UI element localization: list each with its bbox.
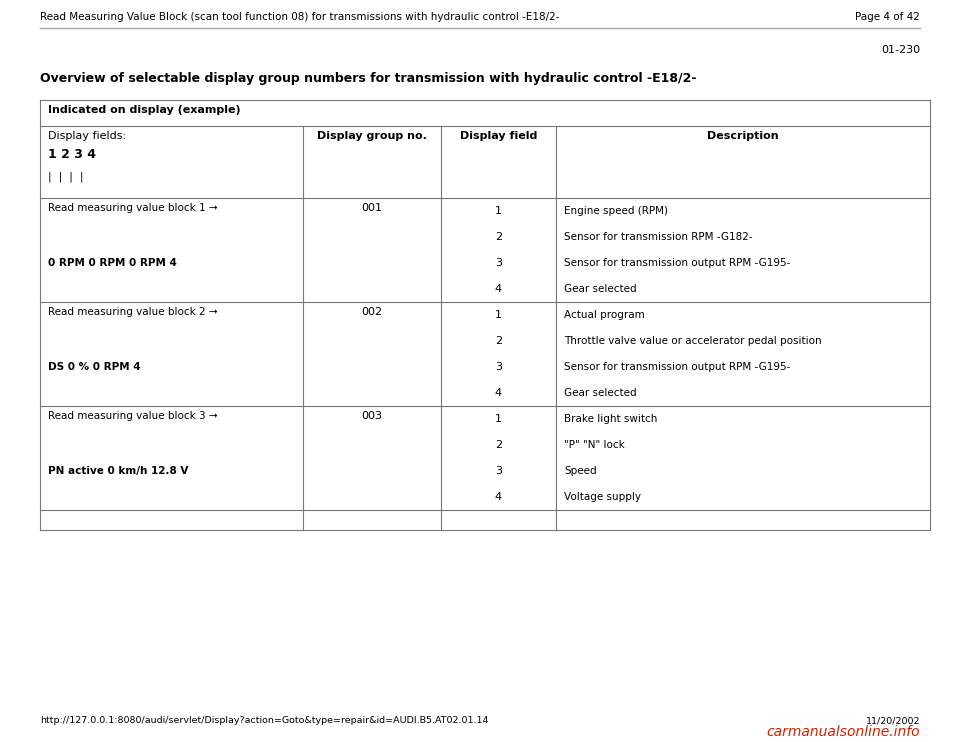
- Text: Gear selected: Gear selected: [564, 388, 636, 398]
- Text: 0 RPM 0 RPM 0 RPM 4: 0 RPM 0 RPM 0 RPM 4: [48, 258, 177, 269]
- Text: Display fields:: Display fields:: [48, 131, 126, 141]
- Text: Engine speed (RPM): Engine speed (RPM): [564, 206, 668, 216]
- Text: Description: Description: [708, 131, 779, 141]
- Text: 2: 2: [494, 440, 502, 450]
- Text: Read Measuring Value Block (scan tool function 08) for transmissions with hydrau: Read Measuring Value Block (scan tool fu…: [40, 12, 560, 22]
- Text: Indicated on display (example): Indicated on display (example): [48, 105, 241, 115]
- Text: 2: 2: [494, 336, 502, 346]
- Text: Gear selected: Gear selected: [564, 284, 636, 294]
- Text: 1: 1: [494, 310, 502, 320]
- Text: 4: 4: [494, 492, 502, 502]
- Text: Sensor for transmission RPM -G182-: Sensor for transmission RPM -G182-: [564, 232, 753, 242]
- Text: carmanualsonline.info: carmanualsonline.info: [766, 725, 920, 739]
- Text: Throttle valve value or accelerator pedal position: Throttle valve value or accelerator peda…: [564, 336, 822, 346]
- Text: 1: 1: [494, 414, 502, 424]
- Text: DS 0 % 0 RPM 4: DS 0 % 0 RPM 4: [48, 362, 140, 372]
- Text: Sensor for transmission output RPM -G195-: Sensor for transmission output RPM -G195…: [564, 362, 791, 372]
- Text: Page 4 of 42: Page 4 of 42: [855, 12, 920, 22]
- Text: http://127.0.0.1:8080/audi/servlet/Display?action=Goto&type=repair&id=AUDI.B5.AT: http://127.0.0.1:8080/audi/servlet/Displ…: [40, 716, 489, 725]
- Text: |  |  |  |: | | | |: [48, 172, 84, 183]
- Text: 4: 4: [494, 284, 502, 294]
- Text: Voltage supply: Voltage supply: [564, 492, 641, 502]
- Text: 4: 4: [494, 388, 502, 398]
- Text: 1: 1: [494, 206, 502, 216]
- Text: Speed: Speed: [564, 466, 597, 476]
- Text: Overview of selectable display group numbers for transmission with hydraulic con: Overview of selectable display group num…: [40, 72, 697, 85]
- Text: 01-230: 01-230: [881, 45, 920, 55]
- Text: 11/20/2002: 11/20/2002: [866, 716, 920, 725]
- Text: 2: 2: [494, 232, 502, 242]
- Text: "P" "N" lock: "P" "N" lock: [564, 440, 625, 450]
- Text: PN active 0 km/h 12.8 V: PN active 0 km/h 12.8 V: [48, 466, 188, 476]
- Text: Read measuring value block 3 →: Read measuring value block 3 →: [48, 411, 218, 421]
- Text: Actual program: Actual program: [564, 310, 645, 320]
- Text: Brake light switch: Brake light switch: [564, 414, 658, 424]
- Text: 003: 003: [361, 411, 382, 421]
- Text: Display field: Display field: [460, 131, 537, 141]
- Text: 001: 001: [361, 203, 382, 213]
- Text: 3: 3: [494, 466, 502, 476]
- Text: Display group no.: Display group no.: [317, 131, 426, 141]
- Text: 3: 3: [494, 362, 502, 372]
- Text: Read measuring value block 2 →: Read measuring value block 2 →: [48, 307, 218, 317]
- Text: 002: 002: [361, 307, 382, 317]
- Text: Read measuring value block 1 →: Read measuring value block 1 →: [48, 203, 218, 213]
- Text: 3: 3: [494, 258, 502, 268]
- Text: Sensor for transmission output RPM -G195-: Sensor for transmission output RPM -G195…: [564, 258, 791, 268]
- Text: 1 2 3 4: 1 2 3 4: [48, 148, 96, 161]
